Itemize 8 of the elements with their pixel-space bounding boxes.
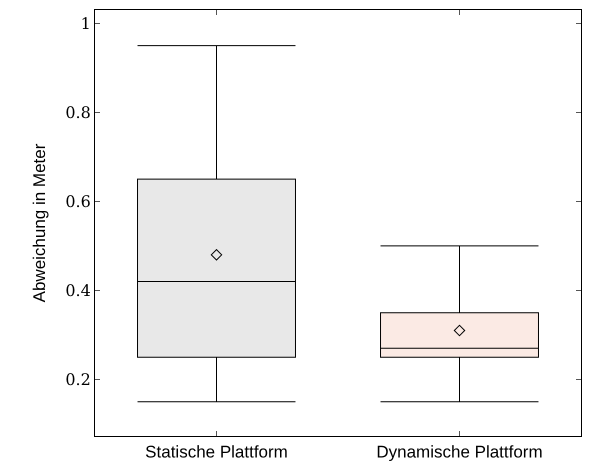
y-tick-label: 0.4 [65, 281, 91, 300]
x-tick-label: Statische Plattform [145, 442, 288, 462]
y-tick-label: 0.8 [65, 102, 91, 122]
x-tick-label: Dynamische Plattform [376, 442, 543, 462]
y-tick-label: 0.2 [65, 370, 91, 390]
y-axis-title: Abweichung in Meter [30, 143, 49, 302]
y-tick-label: 1 [80, 14, 91, 33]
y-tick-label: 0.6 [65, 192, 91, 212]
